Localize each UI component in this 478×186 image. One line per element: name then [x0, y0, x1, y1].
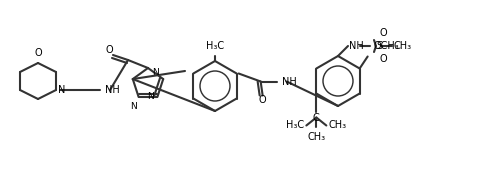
Text: O: O: [34, 48, 42, 58]
Text: OCH₃: OCH₃: [374, 41, 400, 51]
Text: H₃C: H₃C: [286, 121, 304, 131]
Text: O: O: [259, 94, 266, 105]
Text: O: O: [380, 54, 388, 64]
Text: H₃C: H₃C: [206, 41, 224, 51]
Text: O: O: [380, 28, 388, 38]
Text: NH: NH: [105, 85, 120, 95]
Text: O: O: [105, 45, 113, 55]
Text: N: N: [152, 68, 159, 77]
Text: N: N: [130, 102, 137, 111]
Text: CH₃: CH₃: [328, 121, 347, 131]
Text: N: N: [147, 92, 153, 101]
Text: CH₃: CH₃: [307, 132, 326, 142]
Text: S: S: [376, 41, 382, 51]
Text: C: C: [313, 113, 320, 123]
Text: CH₃: CH₃: [394, 41, 412, 51]
Text: NH: NH: [282, 76, 296, 86]
Text: NH: NH: [349, 41, 364, 51]
Text: N: N: [58, 85, 65, 95]
